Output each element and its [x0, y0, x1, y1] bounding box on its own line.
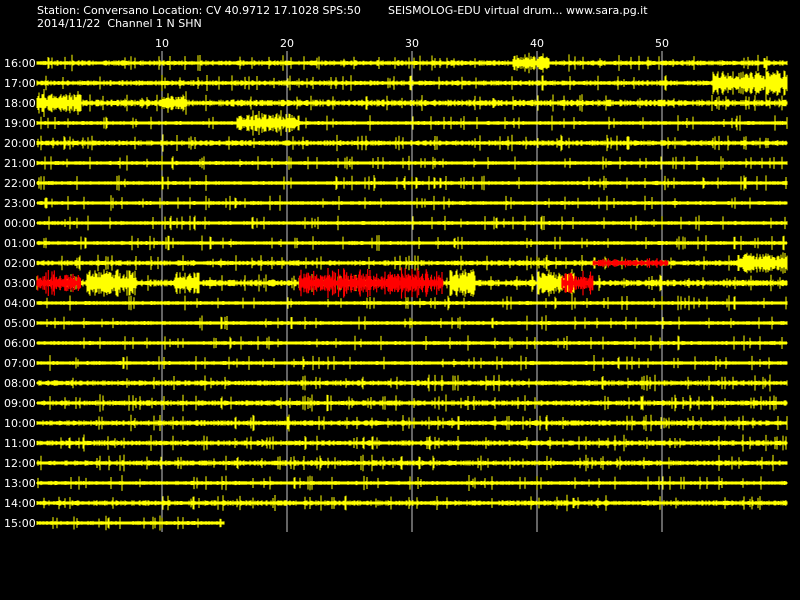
row-label: 14:00 — [4, 497, 36, 510]
row-label: 22:00 — [4, 177, 36, 190]
drum-title: SEISMOLOG-EDU virtual drum... www.sara.p… — [388, 4, 648, 17]
row-label: 04:00 — [4, 297, 36, 310]
row-label: 06:00 — [4, 337, 36, 350]
trace-waveform — [36, 155, 788, 171]
x-tick-label: 10 — [155, 37, 169, 50]
trace-waveform — [36, 414, 788, 432]
trace-waveform — [36, 175, 788, 191]
trace-waveform — [36, 454, 788, 472]
row-label: 01:00 — [4, 237, 36, 250]
date-channel-info: 2014/11/22 Channel 1 N SHN — [37, 17, 202, 30]
trace-waveform — [36, 134, 788, 152]
trace-waveform — [36, 64, 788, 102]
row-label: 11:00 — [4, 437, 36, 450]
row-label: 19:00 — [4, 117, 36, 130]
row-label: 05:00 — [4, 317, 36, 330]
row-label: 08:00 — [4, 377, 36, 390]
row-label: 13:00 — [4, 477, 36, 490]
row-label: 02:00 — [4, 257, 36, 270]
row-label: 16:00 — [4, 57, 36, 70]
station-info: Station: Conversano Location: CV 40.9712… — [37, 4, 361, 17]
trace-waveform — [36, 215, 788, 231]
trace-waveform — [36, 89, 788, 117]
x-tick-label: 50 — [655, 37, 669, 50]
row-label: 18:00 — [4, 97, 36, 110]
trace-waveform — [36, 110, 788, 136]
x-tick-label: 30 — [405, 37, 419, 50]
row-label: 09:00 — [4, 397, 36, 410]
trace-waveform — [36, 335, 788, 351]
trace-waveform — [36, 52, 788, 74]
row-label: 07:00 — [4, 357, 36, 370]
row-label: 17:00 — [4, 77, 36, 90]
trace-waveform — [36, 374, 788, 392]
row-label: 15:00 — [4, 517, 36, 530]
trace-waveform — [36, 515, 225, 531]
trace-waveform — [36, 315, 788, 331]
row-label: 20:00 — [4, 137, 36, 150]
x-tick-label: 20 — [280, 37, 294, 50]
row-label: 21:00 — [4, 157, 36, 170]
trace-waveform — [36, 394, 788, 412]
row-label: 00:00 — [4, 217, 36, 230]
row-label: 23:00 — [4, 197, 36, 210]
trace-waveform — [36, 434, 788, 452]
row-label: 03:00 — [4, 277, 36, 290]
trace-waveform — [36, 494, 788, 512]
trace-waveform — [36, 475, 788, 491]
row-label: 10:00 — [4, 417, 36, 430]
x-tick-label: 40 — [530, 37, 544, 50]
trace-waveform — [36, 235, 788, 251]
row-label: 12:00 — [4, 457, 36, 470]
trace-waveform — [36, 195, 788, 211]
trace-waveform — [36, 355, 788, 371]
trace-waveform — [36, 295, 788, 311]
